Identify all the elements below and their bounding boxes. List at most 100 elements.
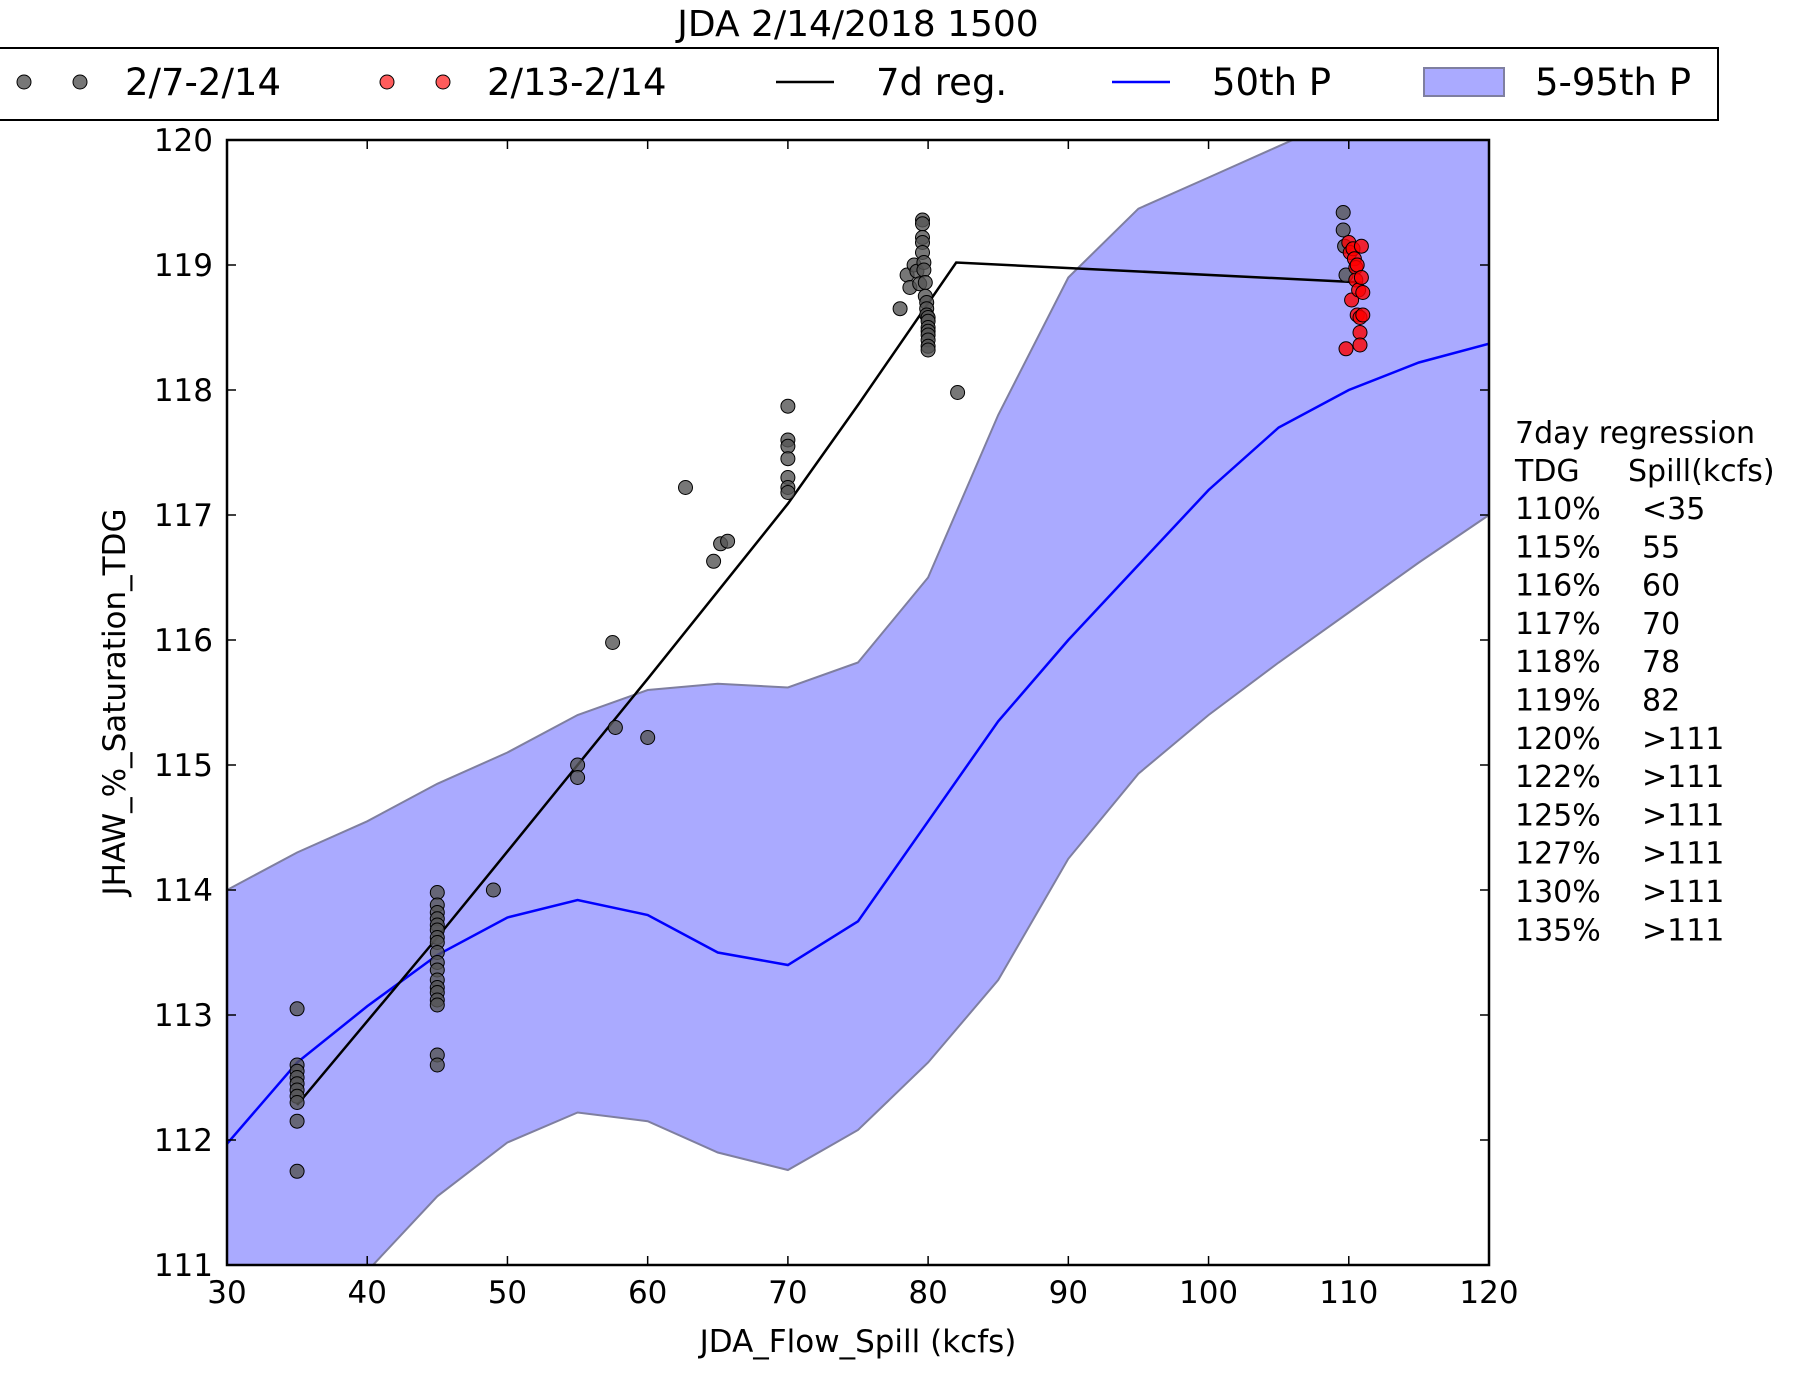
regression-row-spill: >111 (1642, 760, 1724, 795)
scatter-point-grey (1335, 205, 1351, 220)
scatter-point-grey (640, 730, 656, 745)
x-tick-label: 90 (1049, 1275, 1088, 1311)
regression-row-tdg: 110% (1515, 492, 1601, 527)
scatter-point-grey (429, 1057, 445, 1073)
regression-row-spill: 60 (1642, 569, 1680, 604)
scatter-point-grey (892, 301, 908, 317)
axis-ticks: 30 40 50 60 70 80 90 100 110 120 111 112 113 114 115 11… (154, 123, 1519, 1311)
regression-row-spill: 78 (1642, 645, 1680, 680)
scatter-point-grey (915, 216, 930, 232)
regression-row-tdg: 135% (1515, 913, 1601, 948)
x-tick-label: 40 (347, 1275, 386, 1311)
scatter-point-grey (916, 262, 932, 278)
scatter-point-red (1355, 285, 1371, 300)
regression-row-spill: >111 (1642, 722, 1724, 757)
scatter-point-grey (289, 1163, 305, 1179)
regression-row-tdg: 125% (1515, 798, 1601, 833)
scatter-point-grey (485, 882, 501, 898)
scatter-point-grey (605, 635, 621, 650)
regression-row-spill: >111 (1642, 875, 1724, 910)
x-tick-label: 100 (1179, 1275, 1238, 1311)
regression-table-header-tdg: TDG (1514, 454, 1580, 489)
legend: 2/7-2/14 2/13-2/14 7d reg. 50th P 5-95th… (0, 47, 1719, 121)
y-tick-label: 118 (154, 373, 213, 409)
legend-band-swatch (1423, 67, 1505, 97)
y-tick-label: 114 (154, 873, 213, 909)
scatter-point-grey (780, 398, 796, 414)
regression-row-tdg: 122% (1515, 760, 1601, 795)
y-tick-label: 117 (154, 498, 213, 534)
x-tick-label: 110 (1319, 1275, 1378, 1311)
x-tick-label: 60 (628, 1275, 667, 1311)
legend-label-median: 50th P (1212, 61, 1331, 104)
scatter-point-grey (289, 1113, 305, 1129)
y-tick-label: 119 (154, 248, 213, 284)
scatter-point-red (1338, 341, 1354, 357)
scatter-point-red (1355, 307, 1371, 323)
legend-grey-marker (16, 74, 32, 90)
scatter-point-grey (678, 480, 693, 495)
scatter-point-grey (720, 533, 736, 549)
points-2-7-to-2-14 (289, 205, 1354, 1179)
regression-row-spill: 55 (1642, 530, 1680, 565)
y-tick-label: 120 (154, 123, 213, 159)
x-axis-label: JDA_Flow_Spill (kcfs) (698, 1324, 1017, 1360)
chart-title: JDA 2/14/2018 1500 (675, 4, 1038, 45)
regression-row-tdg: 120% (1515, 722, 1601, 757)
percentile-band-5-95 (227, 140, 1489, 1265)
legend-red-marker (379, 74, 395, 90)
regression-row-tdg: 117% (1515, 607, 1601, 642)
regression-table-title: 7day regression (1515, 416, 1755, 451)
scatter-point-grey (429, 885, 445, 900)
x-tick-label: 120 (1459, 1275, 1518, 1311)
legend-red-marker (435, 74, 451, 90)
regression-row-spill: >111 (1642, 798, 1724, 833)
scatter-point-grey (780, 485, 796, 500)
scatter-point-grey (607, 720, 623, 735)
scatter-point-grey (706, 553, 722, 569)
legend-label-grey: 2/7-2/14 (125, 61, 281, 104)
scatter-point-red (1349, 257, 1365, 273)
x-tick-label: 50 (488, 1275, 527, 1311)
scatter-point-red (1353, 238, 1369, 254)
regression-row-tdg: 130% (1515, 875, 1601, 910)
regression-row-spill: 82 (1642, 684, 1680, 719)
y-axis-label: JHAW_%_Saturation_TDG (97, 508, 133, 897)
points-2-13-to-2-14 (1338, 235, 1371, 357)
scatter-point-grey (917, 275, 933, 290)
legend-grey-marker (72, 74, 88, 90)
scatter-point-grey (920, 342, 936, 358)
regression-row-tdg: 127% (1515, 837, 1601, 872)
scatter-point-grey (1335, 222, 1351, 238)
y-tick-label: 113 (154, 998, 213, 1034)
x-tick-label: 30 (207, 1275, 246, 1311)
legend-label-regression: 7d reg. (876, 61, 1007, 104)
regression-row-tdg: 118% (1515, 645, 1601, 680)
regression-row-spill: <35 (1642, 492, 1705, 527)
regression-row-tdg: 119% (1515, 684, 1601, 719)
scatter-point-red (1352, 325, 1368, 340)
regression-line-7d (296, 261, 1363, 1106)
x-tick-label: 70 (768, 1275, 807, 1311)
plot-frame (225, 138, 1491, 1267)
legend-label-red: 2/13-2/14 (487, 61, 667, 104)
regression-row-spill: 70 (1642, 607, 1680, 642)
scatter-point-grey (289, 1095, 305, 1110)
scatter-point-grey (570, 770, 586, 785)
plot-area (227, 140, 1489, 1265)
scatter-point-grey (780, 438, 796, 454)
regression-row-spill: >111 (1642, 913, 1724, 948)
y-tick-label: 115 (154, 748, 213, 784)
scatter-point-grey (429, 997, 445, 1013)
regression-row-spill: >111 (1642, 837, 1724, 872)
legend-label-band: 5-95th P (1535, 61, 1691, 104)
scatter-point-grey (289, 1001, 305, 1017)
scatter-point-red (1353, 270, 1369, 285)
regression-table-header-spill: Spill(kcfs) (1628, 454, 1775, 489)
y-tick-label: 116 (154, 623, 213, 659)
regression-table: 7day regression TDG Spill(kcfs) 110% <35 1… (1514, 416, 1775, 948)
scatter-point-red (1352, 337, 1368, 353)
regression-row-tdg: 115% (1515, 530, 1601, 565)
y-tick-label: 111 (154, 1248, 213, 1284)
